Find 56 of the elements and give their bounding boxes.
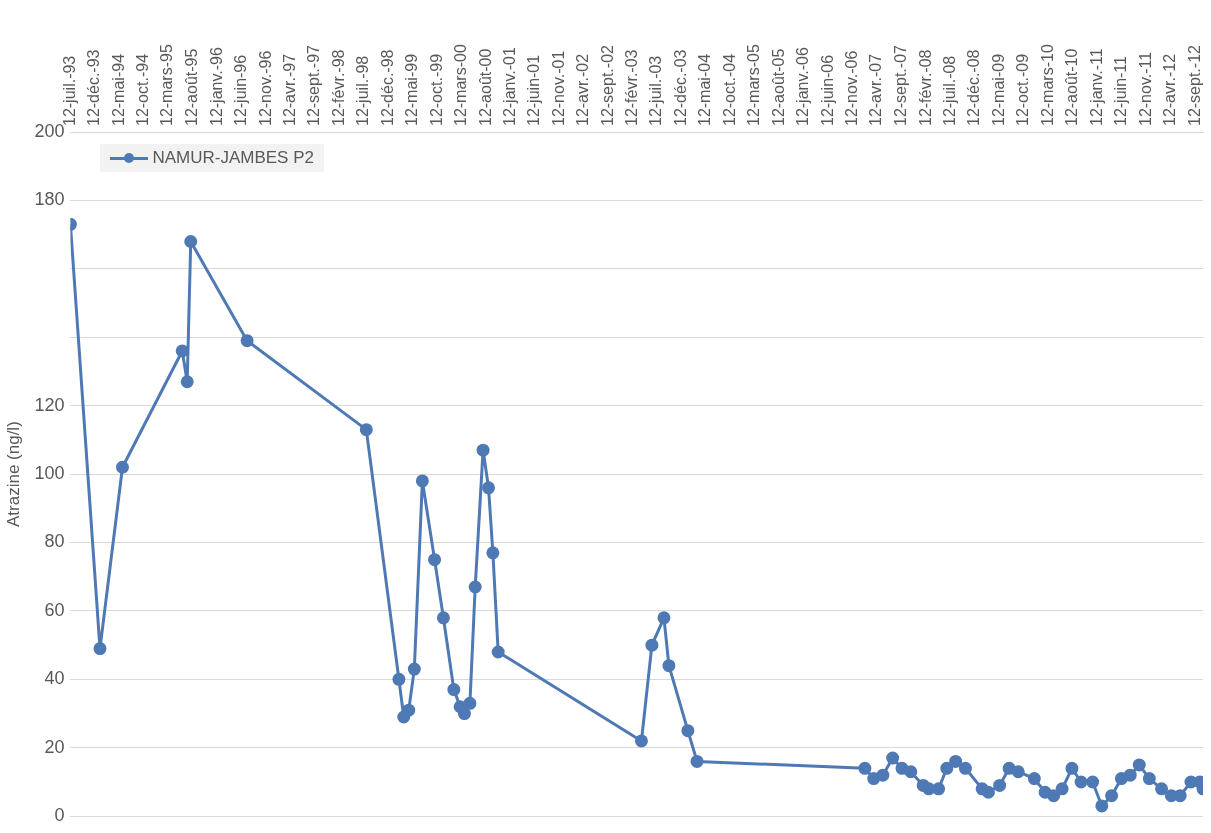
y-tick-label: 120 (34, 394, 65, 415)
x-tick-label: 12-oct.-09 (1014, 53, 1032, 126)
x-tick-label: 12-sept.-02 (598, 44, 616, 126)
x-tick-label: 12-févr.-98 (330, 49, 348, 126)
x-tick-label: 12-déc.-98 (378, 49, 396, 126)
x-tick-label: 12-sept.-07 (892, 44, 910, 126)
x-tick-label: 12-nov.-96 (256, 50, 274, 126)
y-tick-label: 0 (54, 805, 65, 826)
x-tick-label: 12-nov.-06 (843, 50, 861, 126)
x-tick-label: 12-juin-96 (232, 54, 250, 126)
x-tick-label: 12-oct.-04 (721, 53, 739, 126)
x-tick-label: 12-août-05 (769, 48, 787, 126)
x-tick-label: 12-janv.-01 (501, 47, 519, 126)
x-tick-label: 12-févr.-03 (623, 49, 641, 126)
x-tick-label: 12-mars-95 (158, 44, 176, 126)
x-tick-label: 12-juin-01 (525, 54, 543, 126)
x-tick-label: 12-juin-06 (818, 54, 836, 126)
x-tick-label: 12-juil.-03 (647, 55, 665, 126)
x-tick-label: 12-juin-11 (1111, 55, 1129, 126)
x-tick-label: 12-févr.-08 (916, 49, 934, 126)
y-tick-label: 180 (34, 189, 65, 210)
x-tick-label: 12-nov.-11 (1136, 51, 1154, 126)
y-tick-label: 80 (44, 531, 65, 552)
x-tick-label: 12-juil.-98 (354, 55, 372, 126)
x-tick-label: 12-août-95 (183, 48, 201, 126)
x-tick-label: 12-déc.-93 (85, 49, 103, 126)
x-tick-label: 12-avr.-97 (280, 53, 298, 126)
x-tick-label: 12-nov.-01 (549, 50, 567, 126)
x-tick-label: 12-déc.-03 (672, 49, 690, 126)
y-tick-label: 60 (44, 599, 65, 620)
x-tick-label: 12-juil.-08 (940, 55, 958, 126)
x-tick-label: 12-sept.-12 (1185, 44, 1203, 126)
x-tick-label: 12-janv.-96 (207, 47, 225, 126)
x-tick-label: 12-janv.-11 (1087, 48, 1105, 126)
x-tick-label: 12-avr.-07 (867, 53, 885, 126)
x-tick-label: 12-oct.-94 (134, 53, 152, 126)
y-tick-label: 100 (34, 463, 65, 484)
x-tick-label: 12-août-00 (476, 48, 494, 126)
y-axis-title: Atrazine (ng/l) (3, 421, 23, 528)
x-tick-label: 12-mars-10 (1038, 44, 1056, 126)
x-tick-label: 12-avr.-12 (1160, 53, 1178, 126)
x-tick-label: 12-mai-94 (109, 53, 127, 126)
x-tick-label: 12-janv.-06 (794, 47, 812, 126)
x-tick-label: 12-mai-99 (402, 53, 420, 126)
x-tick-label: 12-avr.-02 (574, 53, 592, 126)
x-tick-label: 12-mai-04 (696, 53, 714, 126)
y-tick-label: 20 (44, 736, 65, 757)
x-tick-label: 12-mai-09 (989, 53, 1007, 126)
x-tick-label: 12-mars-00 (451, 44, 469, 126)
x-tick-label: 12-oct.-99 (427, 53, 445, 126)
x-tick-label: 12-mars-05 (745, 44, 763, 126)
y-tick-label: 40 (44, 668, 65, 689)
x-tick-label: 12-sept.-97 (305, 44, 323, 126)
x-tick-label: 12-août-10 (1063, 48, 1081, 126)
x-tick-label: 12-déc.-08 (965, 49, 983, 126)
legend-label: NAMUR-JAMBES P2 (152, 148, 314, 168)
